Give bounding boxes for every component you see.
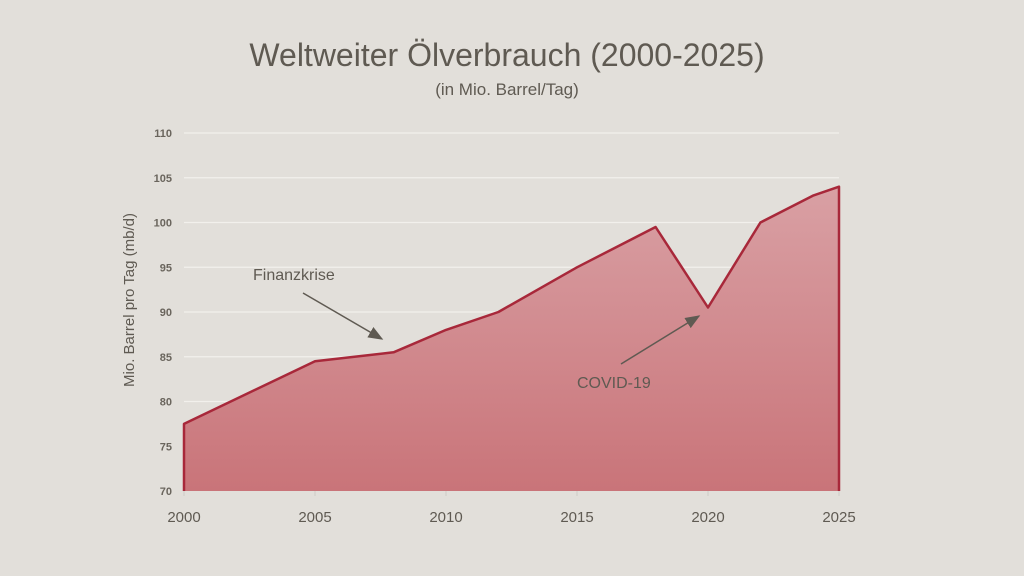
chart-subtitle: (in Mio. Barrel/Tag) bbox=[435, 80, 579, 99]
y-tick-label: 70 bbox=[160, 486, 172, 498]
y-tick-label: 75 bbox=[160, 441, 172, 453]
y-axis-label: Mio. Barrel pro Tag (mb/d) bbox=[121, 213, 138, 387]
y-tick-label: 85 bbox=[160, 352, 172, 364]
annotation-covid: COVID-19 bbox=[577, 375, 651, 392]
x-tick-label: 2020 bbox=[691, 509, 724, 526]
chart-title: Weltweiter Ölverbrauch (2000-2025) bbox=[249, 37, 764, 73]
x-tick-label: 2005 bbox=[298, 509, 331, 526]
x-tick-label: 2025 bbox=[822, 509, 855, 526]
x-tick-label: 2010 bbox=[429, 509, 462, 526]
y-tick-label: 80 bbox=[160, 397, 172, 409]
y-tick-label: 105 bbox=[154, 173, 172, 185]
y-tick-label: 110 bbox=[154, 128, 172, 140]
annotation-finanzkrise: Finanzkrise bbox=[253, 267, 335, 284]
y-tick-label: 95 bbox=[160, 262, 172, 274]
annotation-arrow-finanzkrise bbox=[302, 292, 384, 340]
y-tick-label: 100 bbox=[154, 218, 172, 230]
annotation-arrow-covid bbox=[620, 315, 701, 365]
x-tick-label: 2015 bbox=[560, 509, 593, 526]
x-tick-label: 2000 bbox=[167, 509, 200, 526]
y-tick-label: 90 bbox=[160, 307, 172, 319]
area-fill bbox=[184, 186, 839, 491]
